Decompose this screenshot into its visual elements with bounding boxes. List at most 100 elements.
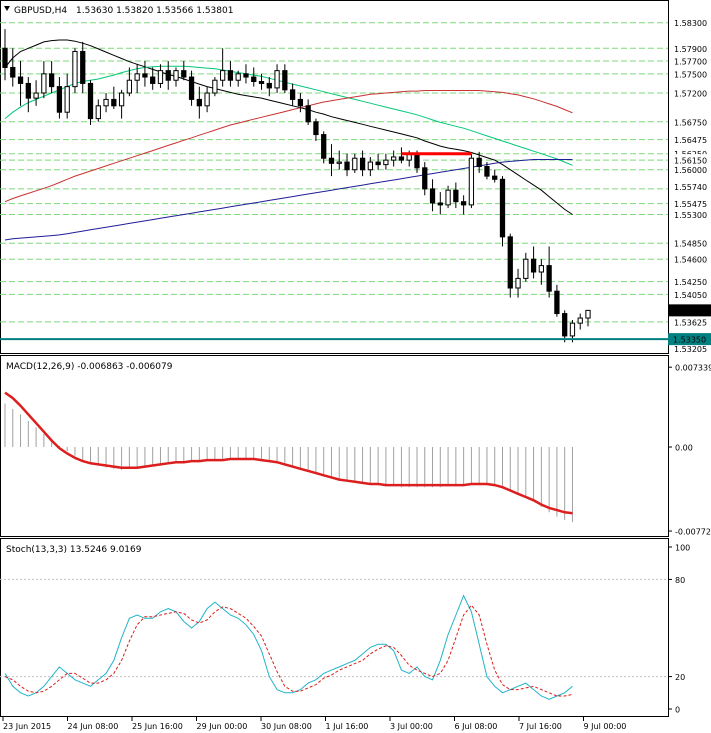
candle-body: [220, 70, 226, 81]
candlestick-series: [2, 29, 591, 343]
time-axis-label: 25 Jun 16:00: [132, 722, 183, 731]
stoch-axis: 100 80 20 0: [668, 544, 690, 715]
macd-signal-line: [4, 391, 573, 515]
candle-body: [429, 188, 436, 204]
price-axis-label: 1.55475: [674, 200, 707, 209]
price-label-background: [669, 67, 709, 79]
candle-body: [476, 157, 482, 168]
time-axis-label: 23 Jun 2015: [3, 722, 51, 731]
price-axis-label: 1.55740: [674, 183, 707, 192]
price-axis-label: 1.54850: [674, 240, 707, 249]
candle-body: [56, 86, 63, 113]
candle-body: [274, 70, 280, 89]
candle-body: [313, 121, 319, 136]
price-axis-label: 1.57500: [674, 70, 707, 79]
candle-body: [305, 105, 311, 123]
candle-body: [562, 313, 568, 337]
stoch-axis-label: 80: [675, 576, 685, 585]
candle-body: [289, 89, 296, 100]
stoch-level-lines: [0, 578, 668, 678]
price-label-background: [669, 55, 709, 67]
macd-title: MACD(12,26,9) -0.006863 -0.006079: [6, 362, 173, 372]
candle-body: [437, 202, 443, 206]
candle-body: [126, 79, 133, 94]
candle-body: [515, 277, 521, 289]
candle-body: [554, 290, 560, 315]
candle-body: [453, 189, 459, 203]
candle-body: [181, 70, 187, 78]
price-label-background: [669, 42, 709, 54]
stoch-axis-label: 20: [675, 673, 685, 682]
macd-axis-label: 0.007339: [675, 364, 711, 373]
price-label-background: [669, 115, 709, 127]
price-label-background: [669, 16, 709, 28]
price-label-background: [669, 154, 709, 166]
candle-body: [188, 76, 195, 100]
candle-body: [530, 258, 537, 273]
candle-body: [336, 161, 342, 164]
candle-body: [2, 47, 8, 68]
price-label-background: [669, 253, 709, 265]
price-axis-label: 1.56000: [674, 166, 707, 175]
macd-panel-frame: [0, 355, 669, 537]
price-axis-label: 1.53205: [674, 345, 707, 354]
candle-body: [10, 66, 16, 78]
macd-axis: 0.007339 0.00 -0.007728: [668, 364, 711, 537]
price-label-background: [669, 237, 709, 249]
time-axis-label: 29 Jun 00:00: [197, 722, 248, 731]
price-axis-label: 1.55300: [674, 211, 707, 220]
price-label-background: [669, 315, 709, 327]
price-panel-frame: [0, 0, 669, 354]
macd-panel: MACD(12,26,9) -0.006863 -0.006079 0.0073…: [0, 355, 711, 537]
stoch-lines: [4, 594, 573, 700]
stoch-signal-line: [4, 604, 573, 697]
price-level-lines: [0, 22, 668, 323]
candle-body: [212, 79, 218, 94]
candle-body: [49, 73, 55, 88]
candle-body: [196, 98, 202, 107]
candle-body: [328, 157, 335, 164]
support-price-label: 1.53350: [673, 336, 706, 345]
price-annotations: [0, 152, 668, 341]
moving-average-line: [4, 65, 573, 166]
macd-histogram: [4, 403, 573, 523]
candle-body: [64, 86, 70, 113]
price-label-background: [669, 163, 709, 175]
price-label-background: [669, 275, 709, 287]
price-axis-label: 1.56750: [674, 118, 707, 127]
price-panel: GBPUSD,H4 1.53630 1.53820 1.53566 1.5380…: [0, 0, 711, 354]
moving-average-line: [4, 39, 573, 215]
candle-body: [165, 70, 171, 81]
candle-body: [492, 175, 498, 180]
candle-body: [80, 50, 86, 84]
stoch-title: Stoch(13,3,3) 13.5246 9.0169: [6, 545, 142, 555]
price-axis-label: 1.54050: [674, 291, 707, 300]
candle-body: [538, 265, 544, 273]
candle-body: [359, 157, 366, 171]
candle-body: [25, 82, 31, 99]
candle-body: [499, 178, 506, 238]
stoch-main-line: [4, 594, 573, 700]
candle-body: [422, 167, 428, 190]
candle-body: [95, 105, 101, 120]
current-price-box: [668, 304, 711, 317]
price-axis-label: 1.54600: [674, 256, 707, 265]
candle-body: [585, 309, 591, 319]
stoch-axis-label: 0: [675, 706, 680, 715]
price-axis-label: 1.57900: [674, 45, 707, 54]
candle-body: [17, 76, 24, 84]
moving-average-lines: [4, 39, 573, 241]
time-axis-label: 6 Jul 08:00: [455, 722, 498, 731]
candle-body: [352, 157, 358, 171]
candle-body: [375, 161, 381, 166]
macd-axis-label: 0.00: [675, 444, 693, 453]
candle-body: [321, 134, 327, 159]
time-axis-label: 24 Jun 08:00: [68, 722, 119, 731]
collapse-triangle-icon[interactable]: [4, 6, 10, 11]
price-axis-label: 1.54250: [674, 278, 707, 287]
stoch-panel-frame: [0, 538, 669, 717]
price-axis: 1.58300 1.57900 1.57700 1.57500 1.57200 1.567…: [668, 16, 711, 354]
candle-body: [142, 73, 148, 78]
price-label-background: [669, 87, 709, 99]
time-axis-label: 3 Jul 00:00: [390, 722, 433, 731]
